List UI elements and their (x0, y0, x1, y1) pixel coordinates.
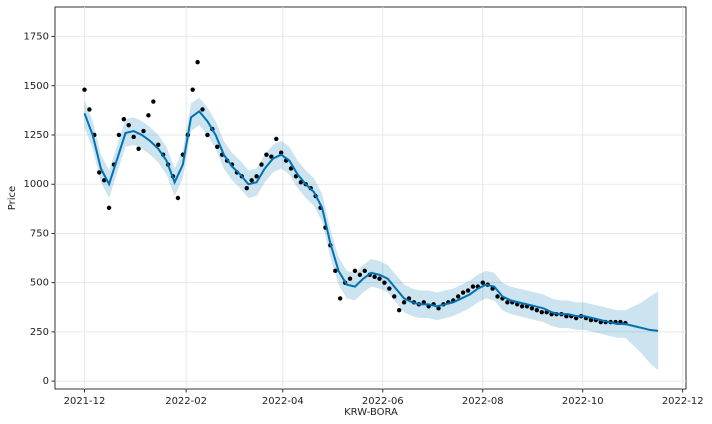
y-axis-label: Price (7, 186, 18, 210)
observed-point (249, 178, 254, 183)
observed-point (136, 146, 141, 151)
y-tick-label: 750 (30, 228, 49, 239)
y-tick-label: 1750 (24, 32, 49, 43)
observed-point (215, 144, 220, 150)
observed-point (401, 300, 407, 305)
observed-point (141, 128, 146, 134)
x-tick-label: 2022-02 (165, 396, 207, 407)
y-tick-label: 1250 (24, 130, 49, 141)
observed-point (539, 310, 544, 315)
observed-point (106, 205, 112, 211)
x-tick-label: 2022-12 (662, 396, 704, 407)
observed-point (82, 87, 87, 92)
observed-point (116, 132, 122, 138)
observed-point (244, 185, 249, 191)
observed-point (529, 306, 535, 311)
observed-point (352, 268, 358, 274)
observed-point (362, 268, 367, 274)
observed-point (333, 268, 338, 274)
observed-point (126, 122, 131, 128)
observed-point (175, 195, 181, 201)
observed-point (377, 276, 382, 281)
y-tick-label: 250 (30, 327, 49, 338)
observed-point (337, 296, 343, 301)
observed-point (372, 274, 377, 279)
observed-point (455, 294, 461, 299)
observed-point (146, 113, 151, 118)
observed-point (357, 272, 363, 277)
observed-point (151, 99, 156, 104)
observed-point (264, 152, 269, 157)
y-tick-label: 500 (30, 278, 49, 289)
observed-point (495, 294, 500, 299)
observed-point (382, 280, 387, 285)
observed-point (505, 300, 510, 305)
x-tick-label: 2021-12 (64, 396, 106, 407)
observed-point (269, 154, 274, 159)
x-tick-label: 2022-08 (462, 396, 504, 407)
observed-point (392, 294, 397, 299)
observed-point (205, 132, 210, 138)
observed-point (519, 304, 525, 309)
y-tick-label: 1500 (24, 81, 49, 92)
observed-point (101, 178, 107, 183)
x-tick-label: 2022-06 (362, 396, 404, 407)
observed-point (465, 288, 471, 293)
observed-point (460, 290, 466, 295)
observed-point (534, 308, 540, 313)
observed-point (190, 87, 195, 92)
observed-point (156, 142, 161, 148)
y-tick-label: 1000 (24, 179, 49, 190)
observed-point (396, 308, 402, 313)
x-axis-label: KRW-BORA (344, 407, 398, 418)
observed-point (480, 280, 485, 285)
x-tick-label: 2022-04 (262, 396, 304, 407)
observed-point (131, 134, 136, 140)
observed-point (259, 162, 264, 167)
observed-point (87, 107, 92, 112)
observed-point (347, 276, 353, 281)
observed-point (278, 150, 284, 155)
observed-point (470, 284, 476, 289)
observed-point (274, 136, 279, 142)
observed-point (121, 117, 127, 122)
observed-point (288, 166, 294, 171)
observed-point (200, 107, 205, 112)
observed-point (97, 170, 102, 175)
plot-area (54, 6, 687, 390)
forecast-line (83, 110, 659, 332)
observed-point (254, 174, 259, 179)
y-tick-label: 0 (43, 376, 49, 387)
observed-point (195, 59, 200, 65)
x-tick-label: 2022-10 (562, 396, 604, 407)
observed-point (387, 286, 392, 291)
